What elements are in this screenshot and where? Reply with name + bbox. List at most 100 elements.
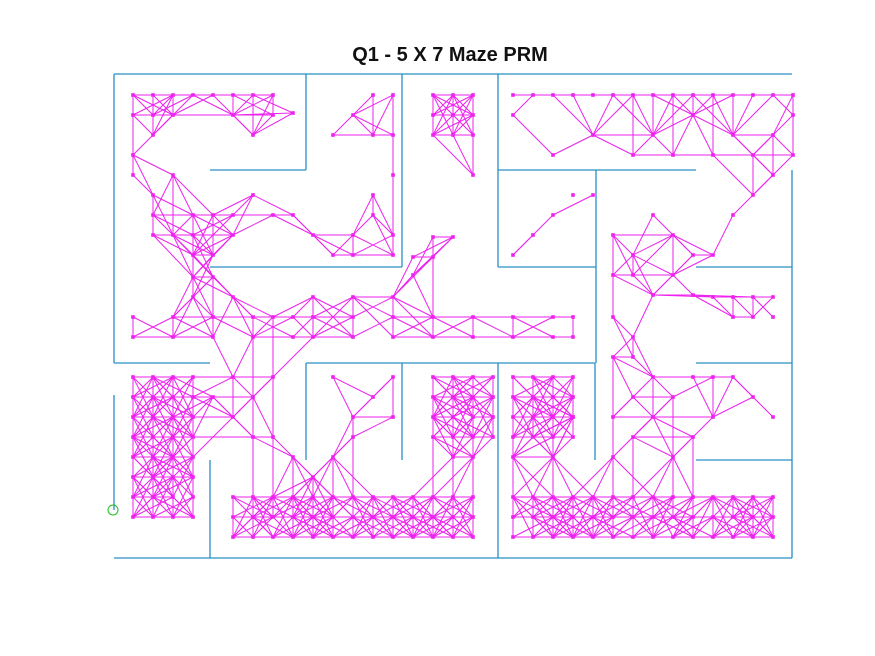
roadmap-edge: [372, 214, 394, 256]
roadmap-node: [291, 535, 295, 539]
roadmap-node: [631, 355, 635, 359]
roadmap-edge: [272, 296, 314, 318]
roadmap-node: [171, 515, 175, 519]
roadmap-node: [251, 133, 255, 137]
roadmap-edge: [632, 496, 654, 518]
roadmap-edge: [172, 416, 194, 458]
roadmap-node: [131, 475, 135, 479]
roadmap-node: [391, 335, 395, 339]
roadmap-node: [151, 233, 155, 237]
roadmap-edge: [452, 496, 474, 518]
roadmap-edge: [572, 456, 614, 498]
roadmap-node: [611, 93, 615, 97]
roadmap-node: [491, 415, 495, 419]
roadmap-node: [271, 315, 275, 319]
roadmap-edge: [152, 376, 174, 418]
roadmap-edge: [232, 396, 254, 418]
roadmap-edge: [632, 336, 654, 378]
roadmap-node: [151, 133, 155, 137]
roadmap-node: [551, 535, 555, 539]
roadmap-node: [431, 235, 435, 239]
roadmap-edge: [612, 496, 634, 518]
roadmap-edge: [152, 476, 174, 518]
roadmap-node: [431, 133, 435, 137]
start-marker: [107, 504, 119, 516]
roadmap-node: [351, 495, 355, 499]
roadmap-node: [391, 515, 395, 519]
roadmap-node: [611, 535, 615, 539]
roadmap-edge: [372, 496, 394, 518]
roadmap-node: [771, 415, 775, 419]
roadmap-node: [251, 93, 255, 97]
roadmap-edge: [392, 296, 434, 318]
roadmap-edge: [312, 296, 354, 338]
roadmap-node: [171, 233, 175, 237]
roadmap-node: [511, 315, 515, 319]
roadmap-node: [651, 213, 655, 217]
roadmap-node: [651, 535, 655, 539]
roadmap-node: [731, 315, 735, 319]
roadmap-edge: [272, 336, 314, 378]
roadmap-edge: [672, 254, 714, 276]
roadmap-edge: [412, 496, 434, 518]
roadmap-edge: [192, 296, 214, 318]
roadmap-node: [731, 515, 735, 519]
roadmap-edge: [532, 376, 554, 398]
roadmap-node: [171, 455, 175, 459]
roadmap-edge: [172, 376, 194, 398]
roadmap-edge: [592, 94, 634, 136]
roadmap-node: [591, 133, 595, 137]
roadmap-node: [311, 233, 315, 237]
roadmap-node: [731, 375, 735, 379]
roadmap-edge: [632, 234, 674, 276]
roadmap-edge: [652, 114, 694, 136]
roadmap-node: [131, 315, 135, 319]
roadmap-edge: [692, 496, 714, 538]
roadmap-edge: [452, 114, 474, 136]
roadmap-edge: [452, 416, 474, 458]
roadmap-edge: [552, 194, 594, 216]
roadmap-edge: [152, 94, 174, 116]
roadmap-node: [191, 93, 195, 97]
roadmap-node: [791, 93, 795, 97]
roadmap-edge: [512, 396, 534, 438]
roadmap-edge: [232, 416, 254, 438]
roadmap-node: [751, 395, 755, 399]
roadmap-node: [371, 93, 375, 97]
roadmap-edge: [652, 94, 694, 136]
roadmap-edge: [652, 516, 694, 538]
roadmap-edge: [552, 496, 574, 518]
roadmap-node: [491, 375, 495, 379]
roadmap-node: [191, 375, 195, 379]
roadmap-node: [511, 395, 515, 399]
roadmap-edge: [772, 94, 794, 116]
roadmap-node: [691, 535, 695, 539]
roadmap-node: [271, 213, 275, 217]
roadmap-node: [611, 233, 615, 237]
roadmap-node: [711, 153, 715, 157]
roadmap-edge: [732, 496, 754, 538]
roadmap-node: [471, 455, 475, 459]
roadmap-edge: [612, 456, 654, 498]
roadmap-edge: [672, 496, 694, 538]
roadmap-node: [151, 395, 155, 399]
roadmap-node: [331, 495, 335, 499]
roadmap-node: [151, 415, 155, 419]
roadmap-edge: [592, 496, 614, 538]
roadmap-node: [431, 255, 435, 259]
roadmap-node: [371, 193, 375, 197]
roadmap-edge: [412, 256, 434, 276]
roadmap-edge: [172, 214, 194, 236]
roadmap-edge: [572, 496, 594, 518]
roadmap-node: [691, 435, 695, 439]
roadmap-node: [691, 515, 695, 519]
roadmap-node: [131, 335, 135, 339]
roadmap-edge: [612, 356, 634, 398]
roadmap-node: [171, 173, 175, 177]
roadmap-node: [191, 455, 195, 459]
roadmap-edge: [372, 214, 394, 236]
roadmap-node: [151, 475, 155, 479]
roadmap-edge: [532, 496, 554, 518]
roadmap-node: [591, 515, 595, 519]
